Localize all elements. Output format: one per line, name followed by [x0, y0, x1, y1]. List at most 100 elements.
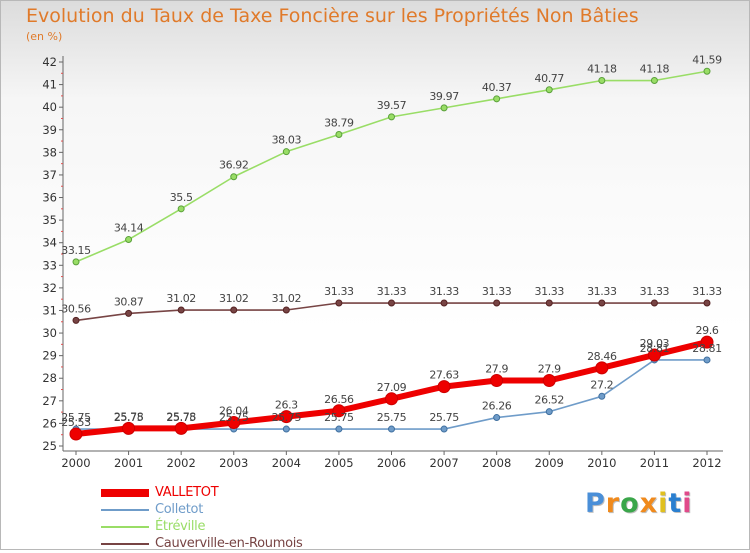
data-label-colletot: 25.75 [219, 411, 249, 424]
legend-swatch [101, 509, 149, 511]
data-point-etreville [598, 77, 606, 85]
proxiti-logo: Proxiti [585, 488, 693, 519]
data-point-valletot [122, 421, 136, 435]
data-label-colletot: 28.81 [640, 342, 670, 355]
y-tick-label: 37 [42, 168, 57, 182]
legend-swatch [101, 543, 149, 545]
x-tick-label: 2000 [61, 456, 90, 470]
data-point-colletot [440, 425, 448, 433]
data-label-colletot: 27.2 [590, 378, 613, 391]
y-tick-label: 39 [42, 123, 57, 137]
data-point-cauverville-en-roumois [388, 299, 395, 307]
legend-label: VALLETOT [155, 485, 219, 500]
data-label-valletot: 26.04 [219, 405, 249, 418]
data-label-colletot: 25.75 [166, 411, 196, 424]
y-tick-label: 36 [42, 191, 57, 205]
data-point-cauverville-en-roumois [598, 299, 606, 307]
data-label-valletot: 27.63 [429, 369, 459, 382]
data-label-cauverville-en-roumois: 30.56 [61, 302, 91, 315]
data-point-cauverville-en-roumois [335, 299, 343, 307]
data-label-etreville: 33.15 [61, 244, 91, 257]
data-label-etreville: 39.57 [377, 99, 407, 112]
data-point-cauverville-en-roumois [545, 299, 553, 307]
data-point-etreville [650, 77, 658, 85]
data-label-etreville: 40.37 [482, 81, 512, 94]
x-tick-label: 2010 [587, 456, 616, 470]
data-point-etreville [72, 258, 80, 266]
data-label-colletot: 26.26 [482, 400, 512, 413]
data-label-etreville: 36.92 [219, 159, 249, 172]
data-label-valletot: 26.56 [324, 393, 354, 406]
data-label-valletot: 27.9 [485, 362, 508, 375]
y-tick-label: 38 [42, 145, 57, 159]
data-point-etreville [388, 113, 395, 121]
data-point-colletot [388, 425, 395, 433]
x-tick-label: 2001 [114, 456, 143, 470]
data-label-valletot: 25.78 [166, 410, 196, 423]
data-label-etreville: 40.77 [535, 72, 565, 85]
data-point-valletot [542, 373, 556, 387]
logo-letter: i [682, 488, 693, 519]
data-label-etreville: 39.97 [429, 90, 459, 103]
legend-swatch [101, 489, 149, 497]
data-point-cauverville-en-roumois [703, 299, 711, 307]
data-point-etreville [493, 95, 501, 103]
logo-letter: r [605, 488, 621, 519]
y-tick-label: 41 [42, 78, 57, 92]
data-label-valletot: 29.03 [640, 337, 670, 350]
data-label-cauverville-en-roumois: 31.33 [692, 285, 722, 298]
data-label-valletot: 26.3 [275, 399, 298, 412]
data-label-colletot: 25.75 [324, 411, 354, 424]
data-label-valletot: 29.6 [696, 324, 719, 337]
data-point-cauverville-en-roumois [72, 316, 80, 324]
x-tick-label: 2004 [272, 456, 301, 470]
data-point-cauverville-en-roumois [125, 309, 133, 317]
data-label-cauverville-en-roumois: 31.33 [324, 285, 354, 298]
data-label-cauverville-en-roumois: 31.33 [482, 285, 512, 298]
data-label-cauverville-en-roumois: 31.33 [640, 285, 670, 298]
y-tick-label: 34 [42, 236, 57, 250]
data-point-colletot [545, 408, 553, 416]
data-label-colletot: 25.75 [272, 411, 302, 424]
y-tick-label: 26 [42, 416, 57, 430]
y-tick-label: 25 [42, 439, 57, 453]
logo-letter: i [658, 488, 669, 519]
data-label-etreville: 34.14 [114, 222, 144, 235]
data-point-valletot [69, 427, 83, 441]
y-tick-label: 27 [42, 394, 57, 408]
y-tick-label: 31 [42, 303, 57, 317]
x-tick-label: 2005 [324, 456, 353, 470]
x-tick-label: 2008 [482, 456, 511, 470]
x-tick-label: 2006 [377, 456, 406, 470]
legend-label: Cauverville-en-Roumois [155, 536, 303, 551]
data-label-colletot: 25.75 [61, 411, 91, 424]
data-label-etreville: 38.79 [324, 117, 354, 130]
data-label-cauverville-en-roumois: 31.33 [377, 285, 407, 298]
data-point-colletot [282, 425, 290, 433]
data-point-cauverville-en-roumois [177, 306, 185, 314]
data-point-etreville [335, 131, 343, 139]
data-label-colletot: 28.81 [692, 342, 722, 355]
data-point-valletot [437, 380, 451, 394]
data-point-valletot [490, 373, 504, 387]
data-label-etreville: 38.03 [272, 134, 302, 147]
data-point-cauverville-en-roumois [282, 306, 290, 314]
y-tick-label: 28 [42, 371, 57, 385]
legend-swatch [101, 526, 149, 528]
data-point-cauverville-en-roumois [493, 299, 501, 307]
data-label-cauverville-en-roumois: 31.02 [166, 292, 196, 305]
data-label-etreville: 41.18 [640, 63, 670, 76]
logo-letter: x [639, 488, 659, 519]
data-point-valletot [700, 335, 714, 349]
y-tick-label: 33 [42, 258, 57, 272]
data-point-valletot [174, 421, 188, 435]
legend-label: Colletot [155, 502, 204, 517]
data-point-colletot [598, 392, 606, 400]
data-label-valletot: 28.46 [587, 350, 617, 363]
data-point-cauverville-en-roumois [440, 299, 448, 307]
data-label-etreville: 41.18 [587, 63, 617, 76]
logo-letter: o [620, 488, 640, 519]
data-point-cauverville-en-roumois [650, 299, 658, 307]
data-label-valletot: 27.9 [538, 362, 561, 375]
